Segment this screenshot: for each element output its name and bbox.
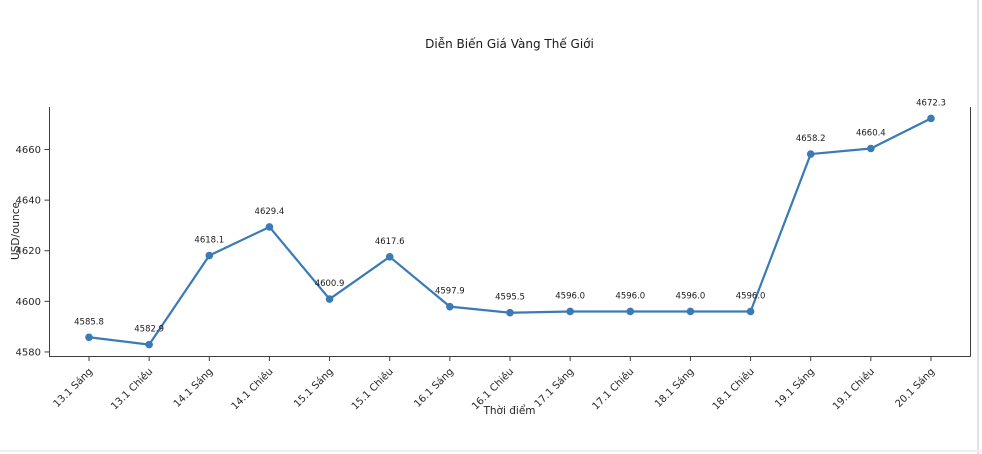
window-edge-bottom (0, 450, 982, 452)
data-point (806, 150, 815, 158)
x-tick-label: 14.1 Sáng (171, 366, 215, 410)
data-point (626, 307, 635, 316)
data-point-label: 4596.0 (615, 291, 645, 301)
y-tick-label: 4620 (16, 246, 41, 257)
y-tick-label: 4580 (16, 347, 41, 358)
x-axis-label: Thời điểm (483, 405, 536, 417)
data-point-label: 4585.8 (74, 317, 104, 327)
data-point (686, 307, 695, 316)
data-point-label: 4582.9 (134, 325, 164, 335)
data-point-label: 4596.0 (555, 291, 585, 301)
x-tick-label: 15.1 Sáng (291, 366, 335, 410)
x-tick-label: 13.1 Sáng (51, 366, 95, 410)
y-tick-label: 4600 (16, 297, 41, 308)
data-point-label: 4596.0 (676, 291, 706, 301)
x-tick-label: 18.1 Sáng (652, 366, 696, 410)
data-point (927, 114, 935, 123)
data-point (205, 251, 214, 260)
data-point-label: 4660.4 (856, 129, 886, 139)
data-point (85, 333, 93, 342)
y-tick-label: 4660 (16, 145, 41, 156)
data-point-label: 4596.0 (736, 291, 766, 301)
data-point (145, 340, 153, 349)
y-tick-label: 4640 (16, 196, 41, 207)
data-point (446, 302, 454, 311)
data-point-label: 4629.4 (255, 207, 285, 217)
data-point (506, 308, 514, 317)
data-point (385, 253, 394, 261)
data-point-label: 4617.6 (375, 237, 405, 247)
data-point-label: 4658.2 (796, 134, 826, 144)
data-point-label: 4595.5 (495, 293, 525, 303)
x-tick-label: 20.1 Sáng (893, 366, 937, 410)
data-point-label: 4597.9 (435, 287, 465, 297)
data-point-label: 4618.1 (194, 236, 224, 246)
window-edge-right (977, 0, 979, 454)
data-point-label: 4600.9 (315, 279, 345, 289)
data-point (265, 223, 274, 231)
data-point-label: 4672.3 (916, 98, 946, 108)
x-tick-label: 17.1 Sáng (532, 366, 576, 410)
data-point (867, 144, 875, 153)
data-point (566, 307, 574, 316)
data-point (325, 295, 334, 303)
x-tick-label: 16.1 Sáng (412, 366, 456, 410)
x-tick-label: 19.1 Sáng (773, 366, 817, 410)
chart-title: Diễn Biến Giá Vàng Thế Giới (425, 37, 594, 51)
data-point (746, 307, 755, 316)
